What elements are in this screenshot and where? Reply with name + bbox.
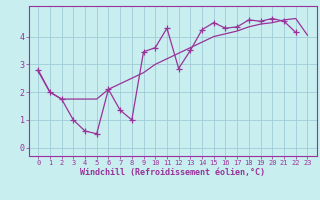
X-axis label: Windchill (Refroidissement éolien,°C): Windchill (Refroidissement éolien,°C) <box>80 168 265 177</box>
